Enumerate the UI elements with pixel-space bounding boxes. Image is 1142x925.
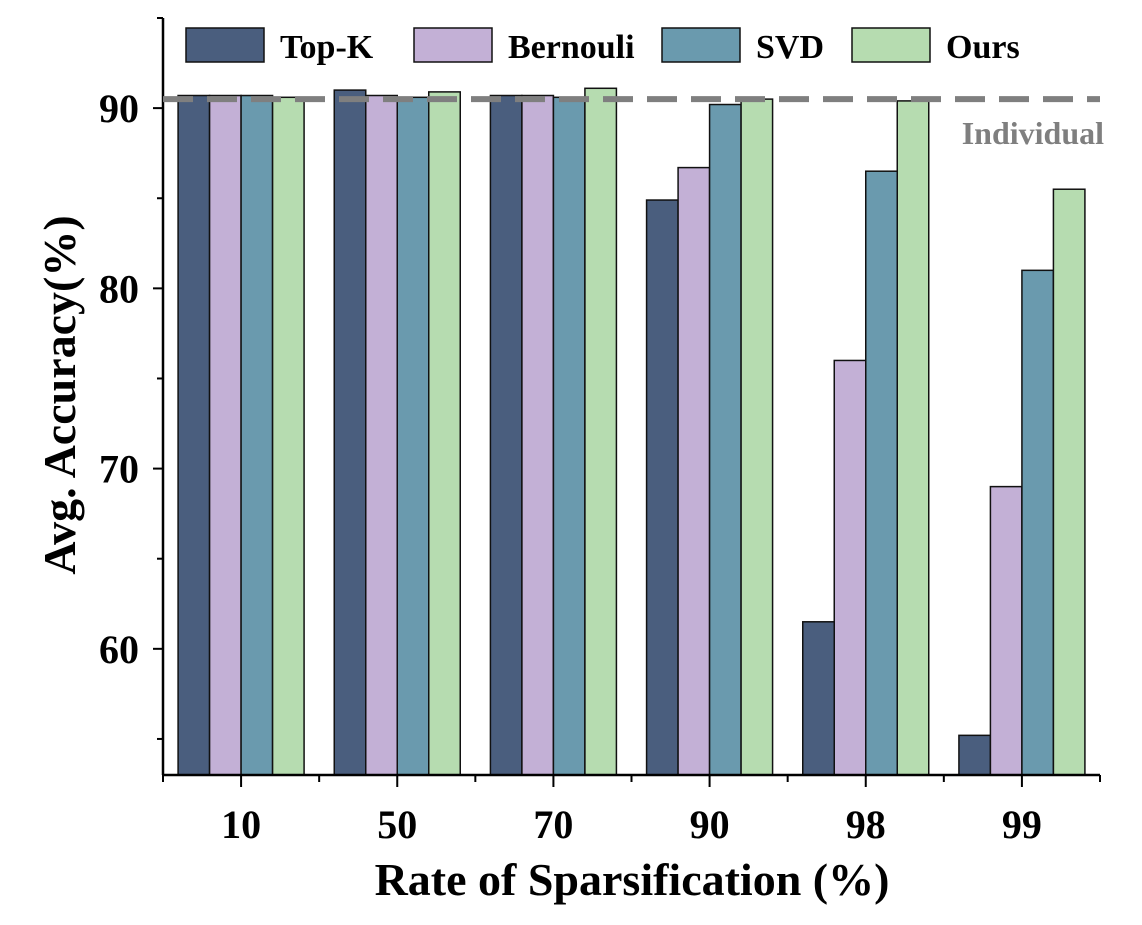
x-tick-label: 98 [846,802,886,847]
y-tick-label: 70 [99,447,139,492]
x-tick-label: 50 [377,802,417,847]
bars-group [177,87,1086,776]
axes-group: 10 50 70 90 98 99 60 70 80 90 [99,17,1101,847]
x-axis-title: Rate of Sparsification (%) [375,854,890,905]
legend-label-bernouli: Bernouli [508,29,635,66]
bar-top-k-98 [802,621,835,776]
bar-svd-70 [552,96,586,776]
bar-bernouli-50 [365,94,398,776]
legend: Top-K Bernouli SVD Ours [185,27,1020,66]
bar-ours-70 [584,87,618,776]
bar-svd-99 [1021,269,1055,776]
reference-line-group: Individual [163,96,1104,151]
bar-svd-98 [865,170,898,776]
x-tick-label: 90 [690,802,730,847]
bar-svd-50 [396,96,430,776]
legend-swatch-svd [661,27,741,63]
x-tick-label: 99 [1002,802,1042,847]
legend-label-ours: Ours [946,29,1020,66]
bar-svd-90 [708,103,742,776]
y-tick-label: 80 [99,266,139,311]
bar-top-k-10 [177,94,211,776]
bar-svd-10 [240,94,274,776]
bar-bernouli-70 [521,94,555,776]
y-tick-label: 60 [99,627,139,672]
bar-top-k-50 [333,89,367,776]
bar-ours-50 [428,91,461,776]
x-tick-label: 10 [221,802,261,847]
bar-top-k-99 [958,734,992,776]
legend-swatch-top-k [185,27,265,63]
bar-top-k-70 [489,94,523,776]
y-tick-label: 90 [99,86,139,131]
y-axis-title: Avg. Accuracy(%) [34,215,85,574]
bar-top-k-90 [645,199,679,776]
legend-swatch-bernouli [413,27,493,63]
bar-ours-99 [1052,188,1086,776]
bar-bernouli-10 [208,94,242,776]
reference-line-label: Individual [962,115,1104,151]
bar-ours-90 [740,98,774,776]
legend-swatch-ours [851,27,931,63]
bar-bernouli-98 [833,359,867,776]
bar-ours-98 [896,100,930,776]
x-tick-label: 70 [533,802,573,847]
bar-bernouli-90 [677,166,711,776]
legend-label-top-k: Top-K [280,29,374,66]
bar-bernouli-99 [989,485,1023,776]
legend-label-svd: SVD [756,29,824,66]
bar-ours-10 [271,96,305,776]
